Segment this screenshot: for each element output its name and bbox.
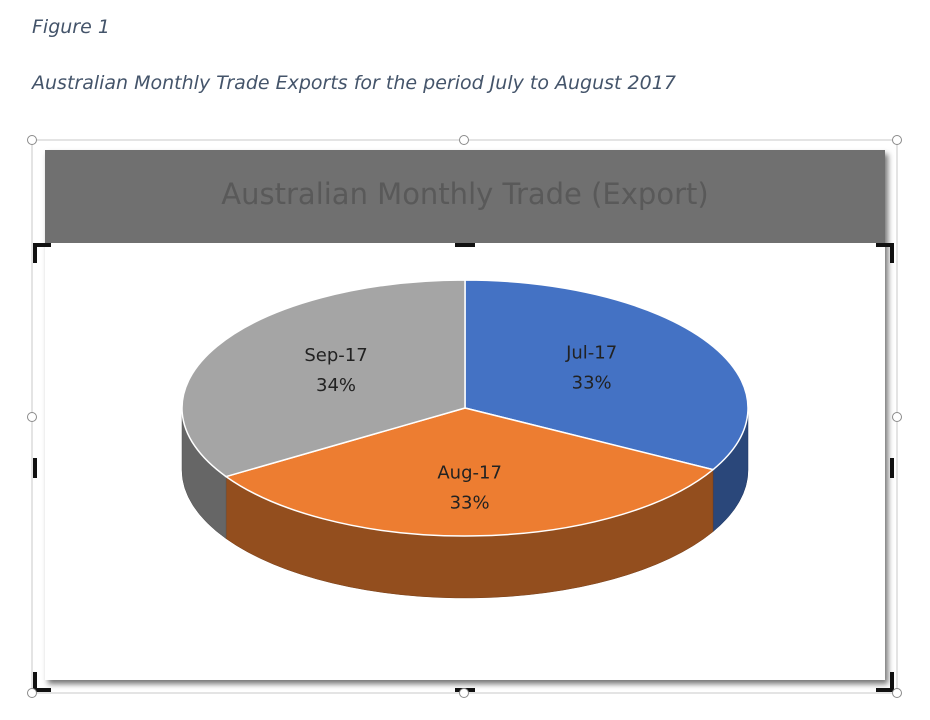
slice-label: Sep-17 [304, 345, 367, 366]
slice-label: Aug-17 [437, 462, 502, 483]
pie-slice [464, 279, 749, 471]
chart-title: Australian Monthly Trade (Export) [221, 177, 708, 211]
pie: Jul-17 33% Aug-17 33% Sep-17 34% [181, 279, 749, 599]
title-band [45, 150, 885, 243]
pie-slice [224, 407, 715, 537]
resize-handles [27, 135, 902, 698]
figure-label: Figure 1 [32, 16, 110, 38]
slice-value-label: 33% [572, 373, 612, 394]
slice-value-label: 33% [450, 492, 490, 513]
figure-caption: Australian Monthly Trade Exports for the… [32, 72, 676, 94]
slice-value-label: 34% [316, 375, 356, 396]
slice-label: Jul-17 [565, 343, 617, 364]
pie-slice [181, 279, 466, 478]
